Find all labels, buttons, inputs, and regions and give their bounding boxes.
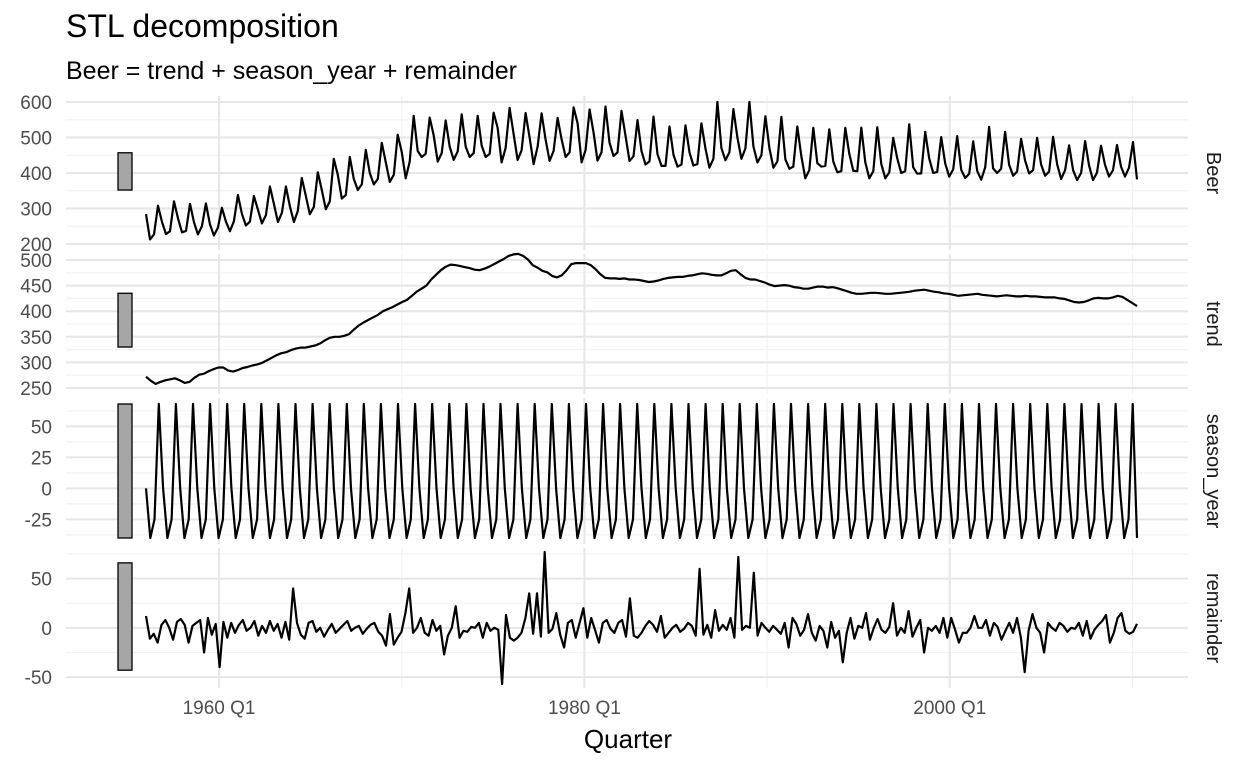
y-tick-label: 250 — [20, 379, 52, 400]
series-line-Beer — [144, 100, 1139, 241]
series-line-season-year — [144, 402, 1139, 540]
y-tick-label: 500 — [20, 129, 52, 150]
y-tick-label: 400 — [20, 302, 52, 323]
y-tick-label: -50 — [25, 668, 52, 689]
y-tick-label: -25 — [25, 510, 52, 531]
y-tick-label: 0 — [41, 479, 52, 500]
strip-label: trend — [1202, 301, 1224, 347]
y-tick-label: 450 — [20, 277, 52, 298]
y-tick-label: 300 — [20, 200, 52, 221]
scale-bar — [117, 292, 133, 348]
series-line-trend — [145, 252, 1138, 385]
strip-label: season_year — [1202, 414, 1224, 529]
y-tick-label: 200 — [20, 235, 52, 256]
y-tick-label: 50 — [31, 570, 52, 591]
strip-label: Beer — [1202, 152, 1224, 195]
x-axis-label: Quarter — [584, 724, 672, 754]
series-line-remainder — [144, 550, 1138, 686]
strip-label: remainder — [1202, 573, 1224, 663]
x-tick-label: 2000 Q1 — [913, 698, 986, 719]
x-tick-label: 1960 Q1 — [183, 698, 256, 719]
x-tick-label: 1980 Q1 — [548, 698, 621, 719]
panel-remainder: -50 0 50 remainder — [25, 548, 1224, 689]
y-tick-label: 500 — [20, 251, 52, 272]
panel-season-year: -25 0 25 50 season_year — [25, 398, 1224, 544]
chart-subtitle: Beer = trend + season_year + remainder — [66, 57, 517, 85]
y-tick-label: 50 — [31, 417, 52, 438]
scale-bar — [117, 562, 133, 671]
scale-bar — [117, 152, 133, 191]
y-tick-label: 350 — [20, 328, 52, 349]
y-tick-label: 300 — [20, 353, 52, 374]
chart-title: STL decomposition — [66, 8, 339, 44]
y-tick-label: 25 — [31, 448, 52, 469]
panel-Beer: 200 300 400 500 600 Beer — [20, 93, 1224, 256]
y-tick-label: 0 — [41, 619, 52, 640]
y-tick-label: 400 — [20, 164, 52, 185]
y-tick-label: 600 — [20, 93, 52, 114]
scale-bar — [117, 403, 133, 539]
panel-trend: 250 300 350 400 450 500 trend — [20, 251, 1224, 400]
